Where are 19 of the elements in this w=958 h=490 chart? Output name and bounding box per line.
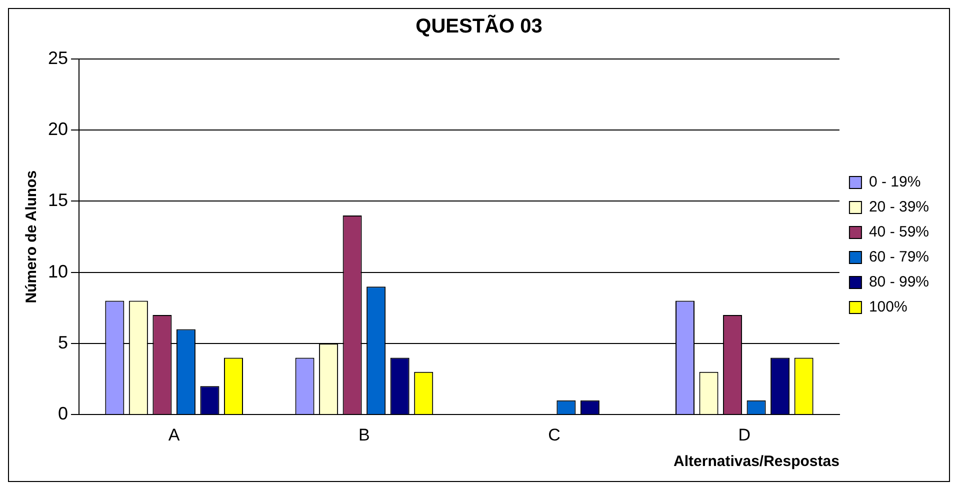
legend-label: 100% (868, 298, 908, 316)
chart-title: QUESTÃO 03 (416, 14, 542, 38)
legend-label: 80 - 99% (868, 274, 930, 291)
legend-label: 20 - 39% (868, 198, 930, 216)
legend-label: 60 - 79% (868, 248, 930, 266)
y-tick-label: 0 (58, 404, 68, 424)
y-tick-label: 15 (48, 190, 68, 210)
legend-label: 0 - 19% (868, 174, 921, 191)
y-tick-label: 10 (48, 261, 68, 282)
x-tick-label: C (548, 425, 560, 444)
x-tick-label: A (168, 425, 180, 444)
x-tick-label: D (738, 425, 751, 444)
y-tick-label: 20 (48, 119, 68, 140)
x-tick-label: B (358, 425, 370, 444)
y-axis-title: Número de Alunos (23, 170, 40, 304)
y-tick-label: 5 (58, 332, 68, 352)
legend-label: 40 - 59% (868, 224, 930, 241)
x-axis-title: Alternativas/Respostas (674, 453, 840, 470)
y-tick-label: 25 (48, 48, 68, 68)
